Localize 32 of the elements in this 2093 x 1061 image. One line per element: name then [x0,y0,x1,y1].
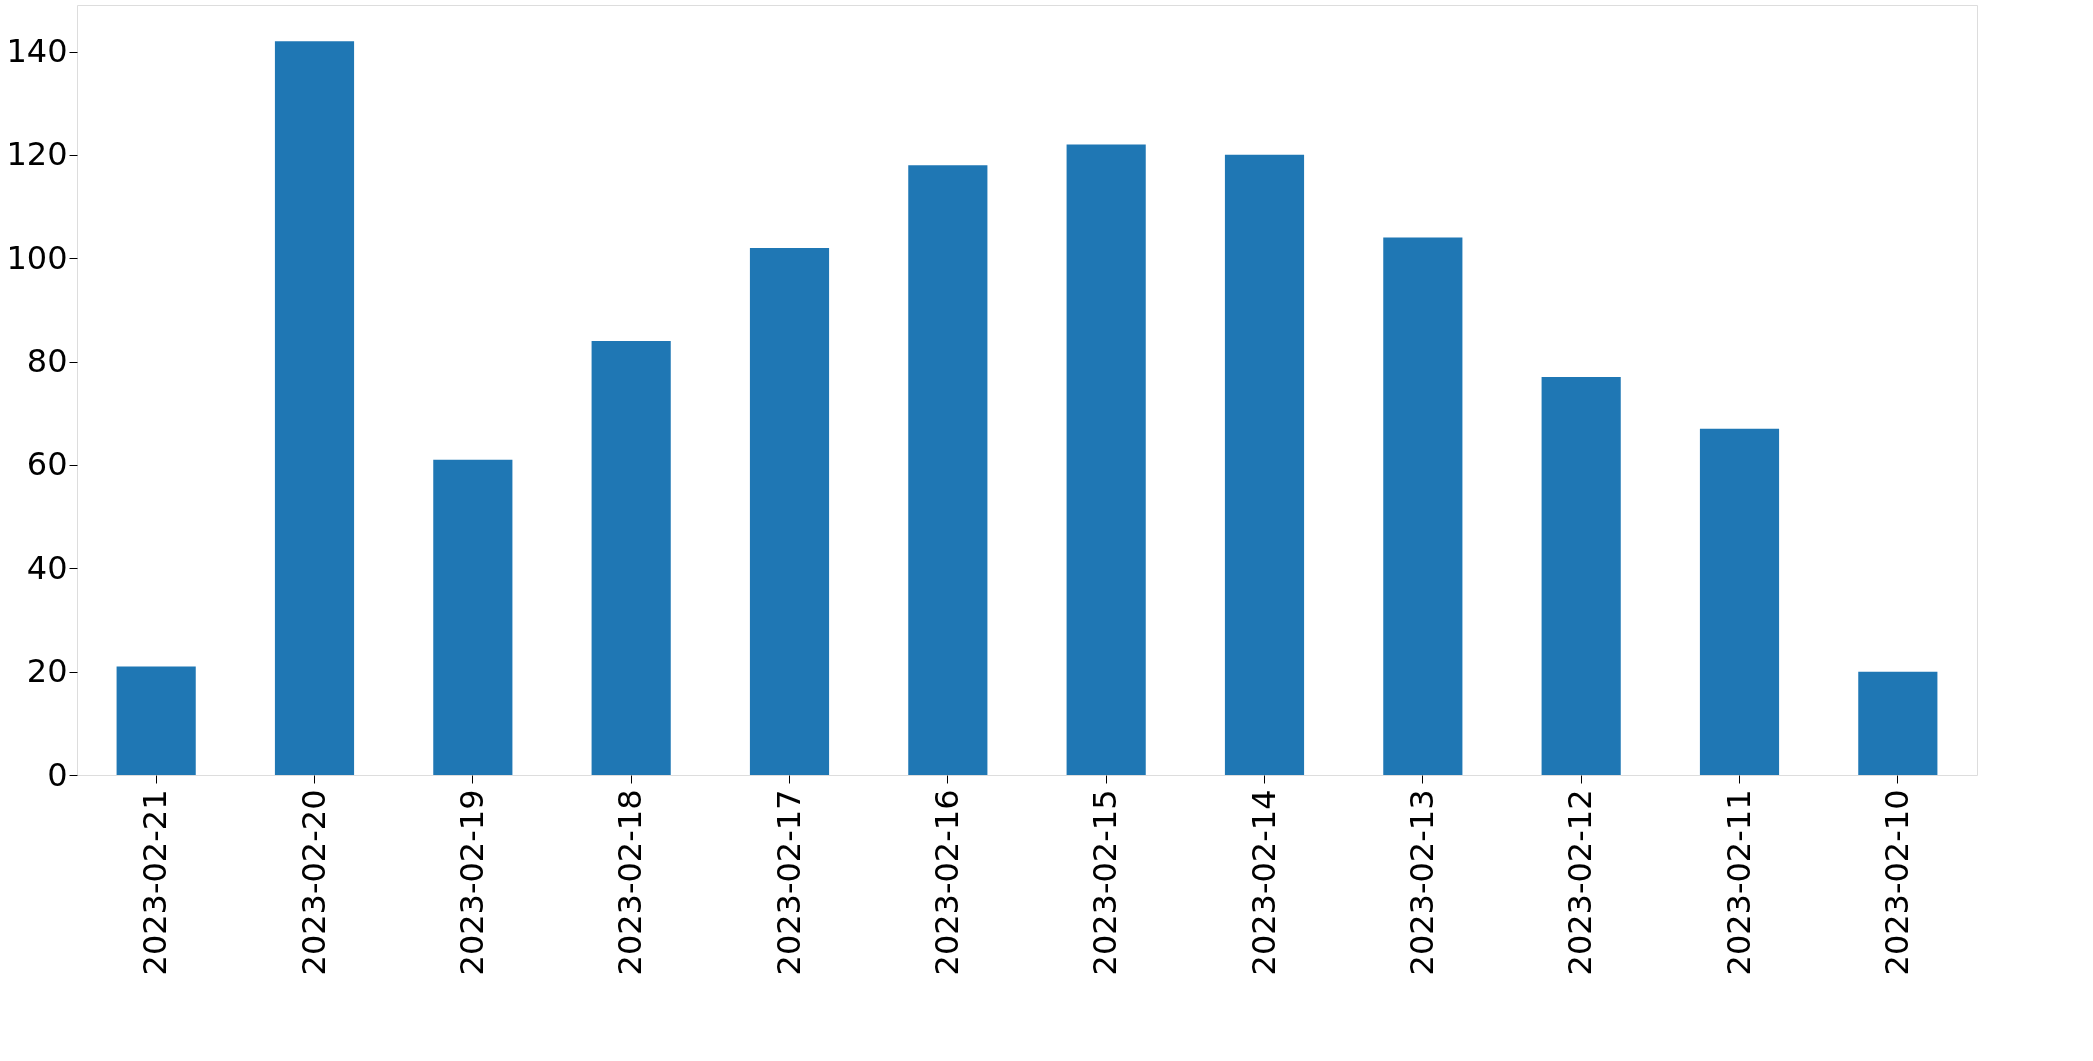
y-tick-label: 20 [26,652,68,691]
x-tick-label: 2023-02-11 [1719,789,1758,976]
bar [591,340,671,775]
bar [1699,428,1780,775]
x-tick-label: 2023-02-10 [1877,789,1916,976]
bar [1066,144,1146,775]
bar [116,666,196,775]
x-tick-label: 2023-02-12 [1561,789,1600,976]
y-tick-label: 120 [6,135,68,174]
x-tick-label: 2023-02-14 [1244,789,1283,976]
y-tick-label: 0 [47,755,68,794]
x-tick-label: 2023-02-20 [294,789,333,976]
bar [1858,671,1938,775]
x-tick-label: 2023-02-13 [1402,789,1441,976]
y-tick-label: 140 [6,32,68,71]
x-tick-label: 2023-02-15 [1086,789,1125,976]
y-tick-label: 60 [26,445,68,484]
bar [749,247,830,775]
x-tick-label: 2023-02-16 [927,789,966,976]
bar [1224,154,1305,775]
bar [433,459,513,775]
bar [274,41,355,775]
x-tick-label: 2023-02-17 [769,789,808,976]
x-tick-label: 2023-02-21 [136,789,175,976]
y-tick-label: 80 [26,342,68,381]
bar [1383,237,1463,775]
y-tick-label: 40 [26,548,68,587]
x-tick-label: 2023-02-18 [611,789,650,976]
x-tick-label: 2023-02-19 [452,789,491,976]
y-tick-label: 100 [6,238,68,277]
bar [1541,377,1621,775]
bar [908,165,988,775]
